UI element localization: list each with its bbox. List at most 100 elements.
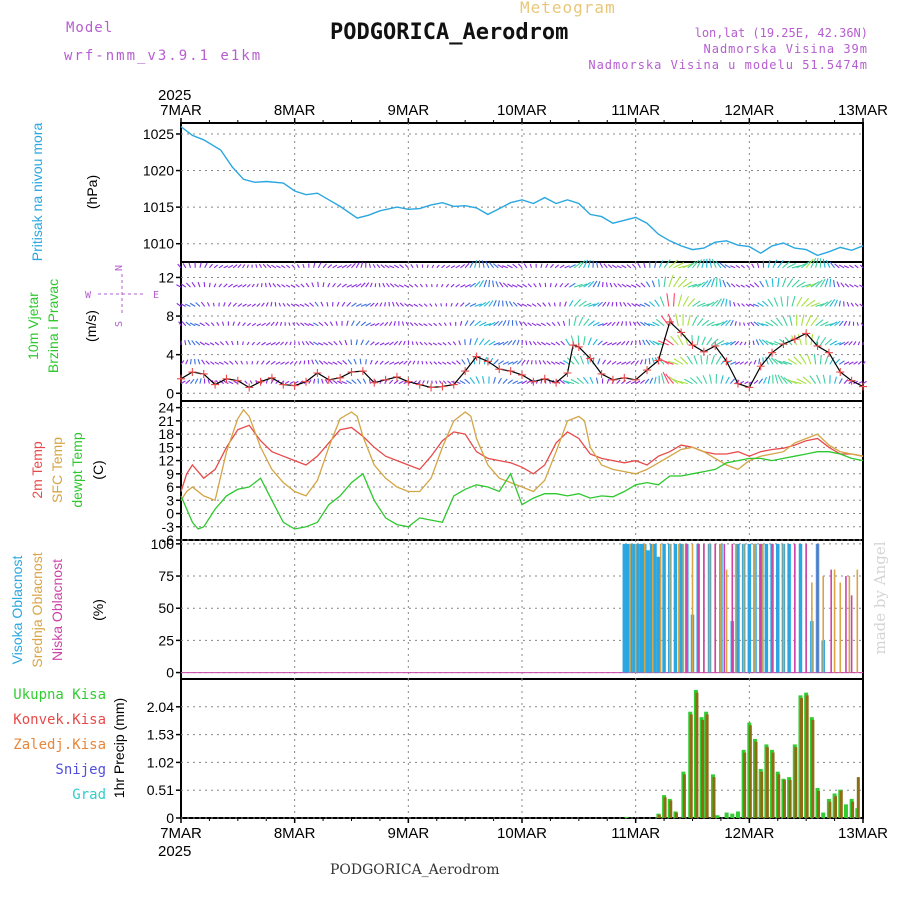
wind-barb	[748, 361, 753, 365]
wind-barb	[423, 341, 428, 346]
wind-barb	[469, 377, 476, 384]
station-title: PODGORICA_Aerodrom	[330, 20, 569, 45]
wind-speed-marker	[688, 341, 697, 350]
wind-barb	[630, 381, 636, 385]
wind-barb	[294, 360, 298, 365]
wind-barb	[442, 361, 447, 365]
wind-barb	[816, 374, 821, 384]
wind-barb	[820, 301, 829, 307]
wind-barb	[517, 302, 523, 307]
wind-barb	[507, 361, 514, 365]
wind-barb	[428, 322, 433, 327]
wind-barb	[640, 282, 646, 288]
wind-barb	[229, 360, 234, 365]
wind-barb	[771, 357, 779, 365]
wind-barb	[536, 341, 542, 346]
wind-barb	[777, 277, 780, 288]
wind-barb	[601, 281, 604, 288]
wind-barb	[185, 321, 191, 327]
wind-speed-marker	[665, 317, 674, 326]
wind-barb	[394, 283, 400, 288]
wind-barb	[791, 335, 798, 346]
wind-barb	[195, 340, 201, 346]
wind-barb	[800, 314, 805, 326]
wind-speed-marker	[472, 352, 481, 361]
wind-barb	[246, 322, 251, 327]
cloud-bar	[747, 543, 752, 673]
wind-barb	[419, 283, 423, 288]
wind-barb	[502, 320, 507, 326]
wind-barb	[651, 357, 656, 365]
wind-barb	[185, 282, 191, 288]
wind-barb	[335, 321, 338, 326]
wind-barb	[834, 263, 840, 269]
wind-barb	[398, 284, 404, 288]
cloud-bar	[629, 543, 633, 673]
wind-barb	[853, 284, 859, 288]
wind-barb	[483, 339, 491, 346]
x-year-top: 2025	[158, 87, 191, 104]
wind-barb	[191, 340, 196, 346]
elevation-label: Nadmorska Visina 39m	[703, 42, 868, 56]
wind-barb	[341, 283, 347, 288]
wind-barb	[621, 361, 627, 365]
wind-barb	[286, 264, 291, 269]
wind-barb	[564, 265, 570, 269]
wind-barb	[228, 264, 234, 269]
cloud-bar	[634, 543, 637, 673]
wind-barb	[300, 283, 305, 288]
wind-barb	[197, 281, 201, 288]
wind-barb	[858, 381, 863, 385]
wind-barb	[365, 340, 370, 346]
wind-barb	[191, 282, 196, 288]
temp-line-1	[180, 408, 864, 502]
wind-speed-marker	[631, 375, 640, 384]
wind-barb	[309, 302, 314, 307]
wind-barb	[237, 303, 243, 307]
wind-barb	[583, 259, 589, 269]
model-elevation-label: Nadmorska Visina u modelu 51.5474m	[588, 58, 868, 72]
wind-barb	[715, 355, 722, 365]
wind-barb	[627, 302, 632, 307]
wind-speed-marker	[347, 368, 356, 377]
wind-barb	[256, 283, 259, 288]
wind-barb	[819, 336, 827, 346]
wind-barb	[512, 301, 518, 307]
cloud-bar	[723, 543, 726, 673]
wind-barb	[311, 359, 315, 365]
wind-barb	[849, 283, 854, 288]
precip-bar	[817, 790, 821, 818]
wind-barb	[178, 321, 182, 326]
precip-series-0	[624, 689, 860, 818]
wind-barb	[368, 263, 371, 268]
wind-barb	[251, 303, 256, 307]
wind-barb	[638, 340, 641, 346]
wind-barb	[309, 340, 314, 346]
cloud-bar	[714, 543, 717, 673]
wind-barb	[745, 284, 750, 288]
wind-barb	[521, 359, 526, 365]
wind-barb	[237, 284, 243, 288]
wind-barb	[321, 378, 324, 384]
panel-frame-pressure	[180, 122, 864, 263]
wind-barb	[533, 283, 537, 288]
compass-east: E	[153, 290, 159, 301]
y-tick-label: 0	[166, 810, 174, 826]
wind-barb	[791, 265, 802, 269]
wind-speed-marker	[529, 377, 538, 386]
wind-barb	[410, 264, 414, 269]
wind-barb	[423, 303, 428, 307]
wind-barb	[395, 301, 400, 307]
cloud-bar	[811, 582, 813, 673]
cloud-bar	[649, 543, 654, 673]
wind-barb	[376, 263, 381, 269]
wind-barb	[187, 339, 191, 346]
wind-barb	[378, 283, 381, 288]
precip-bar	[735, 811, 740, 818]
wind-barb	[204, 262, 208, 269]
wind-barb	[426, 264, 429, 268]
wind-barb	[365, 322, 372, 327]
wind-barb	[474, 303, 482, 307]
wind-barb	[441, 264, 446, 269]
wind-barb	[730, 283, 736, 288]
